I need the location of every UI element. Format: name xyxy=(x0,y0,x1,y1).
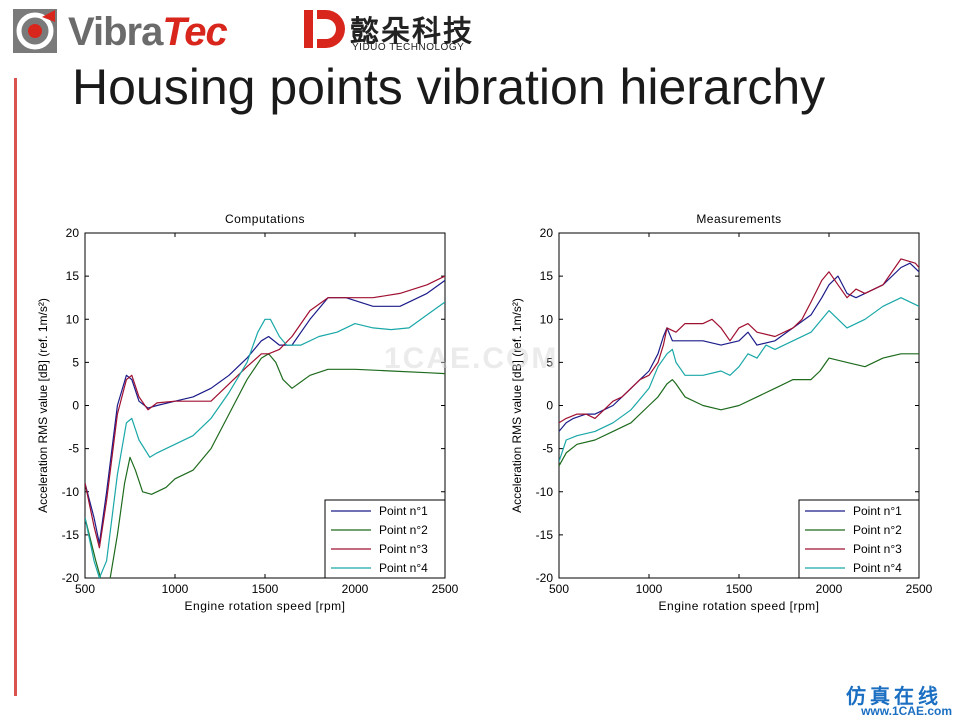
series-line-point-4 xyxy=(85,301,445,578)
series-line-point-4 xyxy=(559,297,919,462)
legend-box xyxy=(324,499,446,579)
series-lines xyxy=(85,275,445,578)
y-tick-label: 15 xyxy=(66,269,80,283)
y-tick-label: 20 xyxy=(66,226,80,240)
legend-box xyxy=(798,499,920,579)
x-tick-label: 2000 xyxy=(816,582,843,596)
series-line-point-2 xyxy=(559,353,919,467)
x-tick-label: 500 xyxy=(549,582,569,596)
x-axis-label: Engine rotation speed [rpm] xyxy=(185,599,346,613)
x-tick-label: 1000 xyxy=(636,582,663,596)
x-tick-label: 2500 xyxy=(432,582,459,596)
y-tick-label: 0 xyxy=(72,399,79,413)
watermark: 1CAE.COM xyxy=(384,342,559,375)
y-tick-label: 15 xyxy=(540,269,554,283)
y-tick-label: -20 xyxy=(62,571,80,585)
slide-title: Housing points vibration hierarchy xyxy=(72,59,826,115)
y-axis-label: Acceleration RMS value [dB] (ref. 1m/s²) xyxy=(36,298,50,513)
y-tick-label: -20 xyxy=(536,571,554,585)
y-tick-label: -5 xyxy=(68,442,79,456)
chart-measurements: 500 1000 1500 2000 2500 20 15 10 5 0 -5 -10 -15 -20 Me… xyxy=(510,212,933,613)
series-lines xyxy=(559,258,919,467)
x-tick-label: 2000 xyxy=(342,582,369,596)
x-tick-label: 2500 xyxy=(906,582,933,596)
left-accent-rule xyxy=(14,78,17,696)
legend-label-point-1: Point n°1 xyxy=(379,504,428,518)
y-tick-label: -10 xyxy=(536,485,554,499)
vibratec-logo-part1: Vibra xyxy=(68,10,163,54)
yiduo-logo-cn: 懿朵科技 xyxy=(350,14,475,48)
x-tick-label: 1500 xyxy=(726,582,753,596)
series-line-point-2 xyxy=(85,353,445,578)
legend-label-point-3: Point n°3 xyxy=(379,542,428,556)
y-axis-label: Acceleration RMS value [dB] (ref. 1m/s²) xyxy=(510,298,524,513)
y-tick-label: -10 xyxy=(62,485,80,499)
x-tick-label: 1500 xyxy=(252,582,279,596)
legend-label-point-3: Point n°3 xyxy=(853,542,902,556)
yiduo-logo-icon xyxy=(304,10,345,48)
series-line-point-3 xyxy=(559,258,919,424)
yiduo-logo: 懿朵科技 YIDUO TECHNOLOGY xyxy=(300,6,490,56)
chart-title: Computations xyxy=(225,212,305,226)
y-tick-label: 5 xyxy=(72,355,79,369)
legend-label-point-4: Point n°4 xyxy=(379,561,428,575)
legend-label-point-2: Point n°2 xyxy=(379,523,428,537)
footer-url: www.1CAE.com xyxy=(861,704,952,718)
y-tick-label: -15 xyxy=(62,528,80,542)
legend-label-point-1: Point n°1 xyxy=(853,504,902,518)
x-axis-label: Engine rotation speed [rpm] xyxy=(659,599,820,613)
y-tick-label: 0 xyxy=(546,399,553,413)
y-tick-label: -15 xyxy=(536,528,554,542)
series-line-point-3 xyxy=(85,275,445,549)
vibratec-logo: VibraTec xyxy=(12,8,282,56)
x-tick-label: 1000 xyxy=(162,582,189,596)
y-tick-label: 5 xyxy=(546,355,553,369)
x-tick-label: 500 xyxy=(75,582,95,596)
legend-label-point-4: Point n°4 xyxy=(853,561,902,575)
chart-computations: 500 1000 1500 2000 2500 20 15 10 5 0 -5 -10 -15 -20 Co… xyxy=(36,212,459,613)
vibratec-logo-icon xyxy=(13,9,57,53)
vibratec-logo-part2: Tec xyxy=(162,10,227,54)
chart-title: Measurements xyxy=(696,212,781,226)
vibratec-logo-text: VibraTec xyxy=(68,10,228,55)
y-tick-label: 10 xyxy=(66,312,80,326)
legend: Point n°1 Point n°2 Point n°3 Point n°4 xyxy=(798,499,920,579)
legend-label-point-2: Point n°2 xyxy=(853,523,902,537)
yiduo-logo-en: YIDUO TECHNOLOGY xyxy=(352,42,465,53)
y-tick-label: 20 xyxy=(540,226,554,240)
footer-cn-text: 仿真在线 xyxy=(846,684,942,708)
y-tick-label: 10 xyxy=(540,312,554,326)
legend: Point n°1 Point n°2 Point n°3 Point n°4 xyxy=(324,499,446,579)
y-tick-label: -5 xyxy=(542,442,553,456)
